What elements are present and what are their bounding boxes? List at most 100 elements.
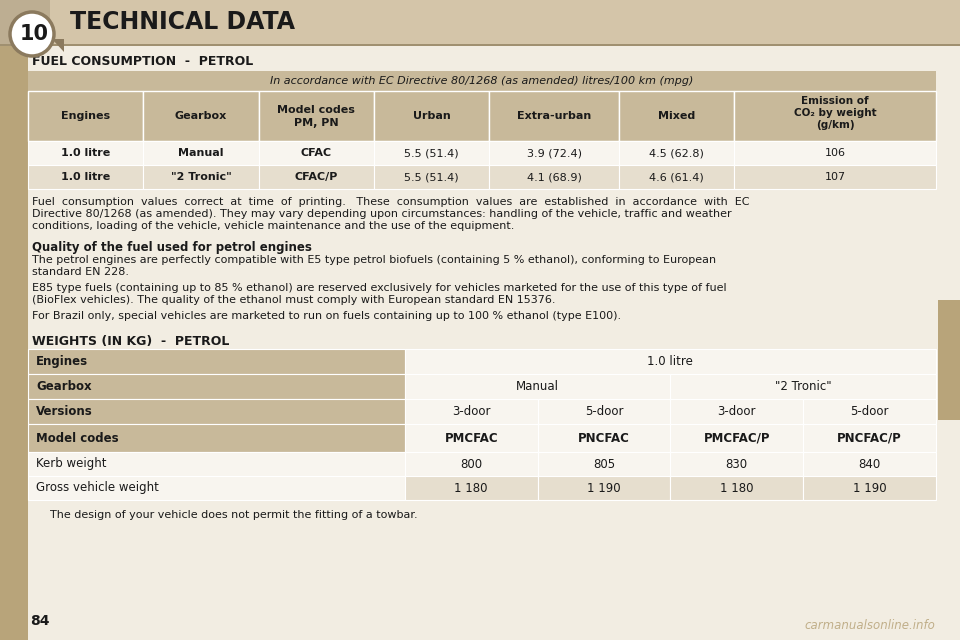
Bar	[28, 71, 936, 91]
Text: "2 Tronic": "2 Tronic"	[171, 172, 231, 182]
Text: Directive 80/1268 (as amended). They may vary depending upon circumstances: hand: Directive 80/1268 (as amended). They may…	[32, 209, 732, 219]
Bar	[0, 44, 28, 640]
Text: 3-door: 3-door	[452, 405, 491, 418]
Text: 840: 840	[858, 458, 880, 470]
Bar	[374, 91, 490, 141]
Bar	[405, 452, 538, 476]
Bar	[670, 476, 804, 500]
Text: 800: 800	[460, 458, 482, 470]
Text: 805: 805	[593, 458, 615, 470]
Text: "2 Tronic": "2 Tronic"	[775, 380, 831, 393]
Text: 4.1 (68.9): 4.1 (68.9)	[527, 172, 582, 182]
Text: 106: 106	[825, 148, 846, 158]
Bar	[804, 424, 936, 452]
Bar	[28, 141, 143, 165]
Bar	[258, 165, 374, 189]
Text: 5.5 (51.4): 5.5 (51.4)	[404, 148, 459, 158]
Text: 3-door: 3-door	[717, 405, 756, 418]
Bar	[0, 44, 960, 46]
Text: 5-door: 5-door	[585, 405, 623, 418]
Text: carmanualsonline.info: carmanualsonline.info	[804, 619, 935, 632]
Text: 1.0 litre: 1.0 litre	[61, 148, 110, 158]
Text: In accordance with EC Directive 80/1268 (as amended) litres/100 km (mpg): In accordance with EC Directive 80/1268 …	[271, 76, 694, 86]
Text: The petrol engines are perfectly compatible with E5 type petrol biofuels (contai: The petrol engines are perfectly compati…	[32, 255, 716, 265]
Circle shape	[10, 12, 54, 56]
Text: Gearbox: Gearbox	[36, 380, 91, 393]
Text: 4.5 (62.8): 4.5 (62.8)	[649, 148, 705, 158]
Text: 1 180: 1 180	[720, 481, 754, 495]
Text: Mixed: Mixed	[659, 111, 695, 121]
Bar	[619, 165, 734, 189]
Bar	[28, 476, 405, 500]
Bar	[0, 0, 960, 44]
Text: Manual: Manual	[516, 380, 559, 393]
Text: WEIGHTS (IN KG)  -  PETROL: WEIGHTS (IN KG) - PETROL	[32, 335, 229, 348]
Bar	[619, 141, 734, 165]
Text: 5.5 (51.4): 5.5 (51.4)	[404, 172, 459, 182]
Bar	[490, 91, 619, 141]
Text: Quality of the fuel used for petrol engines: Quality of the fuel used for petrol engi…	[32, 241, 312, 254]
Text: 3.9 (72.4): 3.9 (72.4)	[527, 148, 582, 158]
Text: 1 180: 1 180	[454, 481, 488, 495]
Bar	[938, 300, 960, 420]
Text: Kerb weight: Kerb weight	[36, 458, 107, 470]
Text: The design of your vehicle does not permit the fitting of a towbar.: The design of your vehicle does not perm…	[50, 510, 418, 520]
Polygon shape	[52, 39, 64, 52]
Text: 1.0 litre: 1.0 litre	[61, 172, 110, 182]
Bar	[143, 91, 258, 141]
Text: PMCFAC: PMCFAC	[444, 431, 498, 445]
Text: FUEL CONSUMPTION  -  PETROL: FUEL CONSUMPTION - PETROL	[32, 55, 253, 68]
Text: 10: 10	[19, 24, 49, 44]
Text: PM, PN: PM, PN	[294, 118, 339, 128]
Bar	[405, 476, 538, 500]
Text: (BioFlex vehicles). The quality of the ethanol must comply with European standar: (BioFlex vehicles). The quality of the e…	[32, 295, 556, 305]
Text: For Brazil only, special vehicles are marketed to run on fuels containing up to : For Brazil only, special vehicles are ma…	[32, 311, 621, 321]
Bar	[538, 476, 670, 500]
Text: Extra-urban: Extra-urban	[517, 111, 591, 121]
Bar	[538, 452, 670, 476]
Text: Fuel  consumption  values  correct  at  time  of  printing.   These  consumption: Fuel consumption values correct at time …	[32, 197, 750, 207]
Bar	[405, 349, 936, 374]
Bar	[619, 91, 734, 141]
Bar	[734, 91, 936, 141]
Text: CFAC: CFAC	[300, 148, 332, 158]
Bar	[28, 349, 405, 374]
Bar	[804, 399, 936, 424]
Text: TECHNICAL DATA: TECHNICAL DATA	[70, 10, 295, 34]
Text: Manual: Manual	[179, 148, 224, 158]
Text: CFAC/P: CFAC/P	[295, 172, 338, 182]
Text: 830: 830	[726, 458, 748, 470]
Text: E85 type fuels (containing up to 85 % ethanol) are reserved exclusively for vehi: E85 type fuels (containing up to 85 % et…	[32, 283, 727, 293]
Bar	[28, 91, 143, 141]
Text: PNCFAC/P: PNCFAC/P	[837, 431, 902, 445]
Text: Urban: Urban	[413, 111, 450, 121]
Bar	[143, 165, 258, 189]
Text: 4.6 (61.4): 4.6 (61.4)	[649, 172, 704, 182]
Text: Emission of: Emission of	[802, 96, 869, 106]
Text: 1.0 litre: 1.0 litre	[647, 355, 693, 368]
Text: Model codes: Model codes	[36, 431, 119, 445]
Bar	[28, 374, 405, 399]
Text: Engines: Engines	[36, 355, 88, 368]
Bar	[0, 0, 50, 44]
Text: Model codes: Model codes	[277, 105, 355, 115]
Bar	[28, 165, 143, 189]
Text: 5-door: 5-door	[851, 405, 889, 418]
Bar	[804, 476, 936, 500]
Text: Engines: Engines	[61, 111, 110, 121]
Bar	[374, 141, 490, 165]
Bar	[258, 141, 374, 165]
Bar	[670, 424, 804, 452]
Bar	[490, 141, 619, 165]
Bar	[405, 374, 670, 399]
Text: 1 190: 1 190	[588, 481, 621, 495]
Bar	[734, 141, 936, 165]
Text: Gross vehicle weight: Gross vehicle weight	[36, 481, 158, 495]
Text: PNCFAC: PNCFAC	[578, 431, 630, 445]
Bar	[28, 452, 405, 476]
Bar	[670, 399, 804, 424]
Text: 1 190: 1 190	[852, 481, 886, 495]
Bar	[670, 452, 804, 476]
Text: standard EN 228.: standard EN 228.	[32, 267, 129, 277]
Bar	[405, 399, 538, 424]
